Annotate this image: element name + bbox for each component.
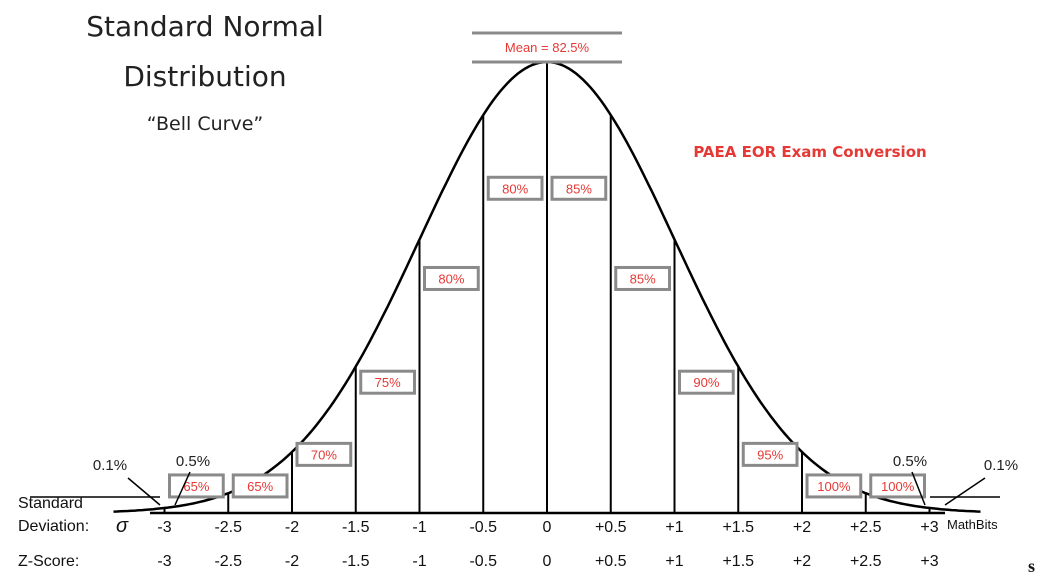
conversion-box-frame xyxy=(614,265,671,291)
sd-tick-label: +0.5 xyxy=(595,519,627,536)
sd-tick-label: -1.5 xyxy=(342,519,370,536)
row-label-zscore: Z-Score: xyxy=(18,553,79,570)
conversion-box-frame xyxy=(295,441,353,467)
sd-tick-label: +3 xyxy=(920,519,938,536)
conversion-box-label: 85% xyxy=(566,181,592,196)
z-tick-label: +2 xyxy=(793,553,811,570)
credit-mathbits: MathBits xyxy=(947,517,998,532)
conversion-box-frame xyxy=(869,473,926,499)
conversion-box-label: 80% xyxy=(438,271,464,286)
conversion-box-label: 80% xyxy=(502,181,528,196)
conversion-box: 65% xyxy=(168,473,225,499)
conversion-box: 100% xyxy=(869,473,926,499)
conversion-box-frame xyxy=(486,175,544,201)
row-label-standard: Standard xyxy=(18,495,83,512)
mean-box: Mean = 82.5% xyxy=(472,31,622,64)
conversion-box: 90% xyxy=(678,369,735,395)
sd-tick-label: -2.5 xyxy=(214,519,242,536)
exam-conversion-annotation: PAEA EOR Exam Conversion xyxy=(693,143,926,161)
conversion-box-label: 90% xyxy=(693,375,719,390)
conversion-box: 85% xyxy=(550,175,608,201)
tail-percent-right-outer: 0.1% xyxy=(984,457,1018,474)
conversion-box-frame xyxy=(678,369,735,395)
subtitle: “Bell Curve” xyxy=(147,113,263,135)
sd-tick-label: -3 xyxy=(157,519,171,536)
sigma-symbol: σ xyxy=(116,515,129,537)
conversion-box: 80% xyxy=(423,265,480,291)
sd-tick-label: -1 xyxy=(412,519,426,536)
sd-tick-label: 0 xyxy=(543,519,552,536)
z-tick-label: -2.5 xyxy=(214,553,242,570)
z-tick-label: +1 xyxy=(665,553,683,570)
left-outer-pointer xyxy=(127,477,161,506)
conversion-boxes: 65% 65% 70% 75% 80% 80% 85% 85% 90% 95% 100% 100% xyxy=(168,175,926,499)
z-tick-labels: -3 -2.5 -2 -1.5 -1 -0.5 0 +0.5 +1 +1.5 +2 +2.5 +3 xyxy=(157,553,938,570)
right-inner-pointer xyxy=(911,471,926,506)
z-tick-label: +3 xyxy=(920,553,938,570)
conversion-box-frame xyxy=(550,175,608,201)
z-tick-label: -0.5 xyxy=(469,553,497,570)
conversion-box-label: 65% xyxy=(183,479,209,494)
mean-label: Mean = 82.5% xyxy=(505,40,590,55)
tail-percent-right-inner: 0.5% xyxy=(893,453,927,470)
z-tick-label: +2.5 xyxy=(850,553,882,570)
conversion-box: 75% xyxy=(359,369,416,395)
conversion-box: 70% xyxy=(295,441,353,467)
conversion-box: 80% xyxy=(486,175,544,201)
z-tick-label: -2 xyxy=(285,553,299,570)
z-tick-label: +0.5 xyxy=(595,553,627,570)
conversion-box-frame xyxy=(423,265,480,291)
conversion-box-frame xyxy=(741,441,799,467)
title-line-1: Standard Normal xyxy=(86,10,324,43)
conversion-box-frame xyxy=(805,473,863,499)
tail-percent-left-outer: 0.1% xyxy=(93,457,127,474)
conversion-box-label: 75% xyxy=(375,375,401,390)
conversion-box-frame xyxy=(231,473,289,499)
conversion-box: 85% xyxy=(614,265,671,291)
conversion-box-label: 65% xyxy=(247,479,273,494)
conversion-box-frame xyxy=(359,369,416,395)
row-label-deviation: Deviation: xyxy=(18,518,89,535)
sd-tick-label: +2.5 xyxy=(850,519,882,536)
conversion-box-label: 85% xyxy=(630,271,656,286)
conversion-box: 100% xyxy=(805,473,863,499)
sd-tick-label: +2 xyxy=(793,519,811,536)
z-tick-label: 0 xyxy=(543,553,552,570)
conversion-box: 65% xyxy=(231,473,289,499)
sd-tick-label: -0.5 xyxy=(469,519,497,536)
conversion-box: 95% xyxy=(741,441,799,467)
z-tick-label: +1.5 xyxy=(722,553,754,570)
z-tick-label: -3 xyxy=(157,553,171,570)
left-inner-pointer xyxy=(174,471,191,506)
z-tick-label: -1 xyxy=(412,553,426,570)
sd-tick-labels: -3 -2.5 -2 -1.5 -1 -0.5 0 +0.5 +1 +1.5 +2 +2.5 +3 xyxy=(157,519,938,536)
conversion-box-label: 95% xyxy=(757,447,783,462)
z-tick-label: -1.5 xyxy=(342,553,370,570)
title-line-2: Distribution xyxy=(123,60,286,93)
conversion-box-label: 100% xyxy=(881,479,915,494)
sd-dividers xyxy=(163,62,931,513)
right-outer-pointer xyxy=(944,477,986,506)
conversion-box-label: 100% xyxy=(817,479,851,494)
tail-percent-left-inner: 0.5% xyxy=(176,453,210,470)
sd-tick-label: +1.5 xyxy=(722,519,754,536)
sd-tick-label: +1 xyxy=(665,519,683,536)
trailing-glyph: s xyxy=(1028,556,1035,574)
conversion-box-frame xyxy=(168,473,225,499)
conversion-box-label: 70% xyxy=(311,447,337,462)
sd-tick-label: -2 xyxy=(285,519,299,536)
